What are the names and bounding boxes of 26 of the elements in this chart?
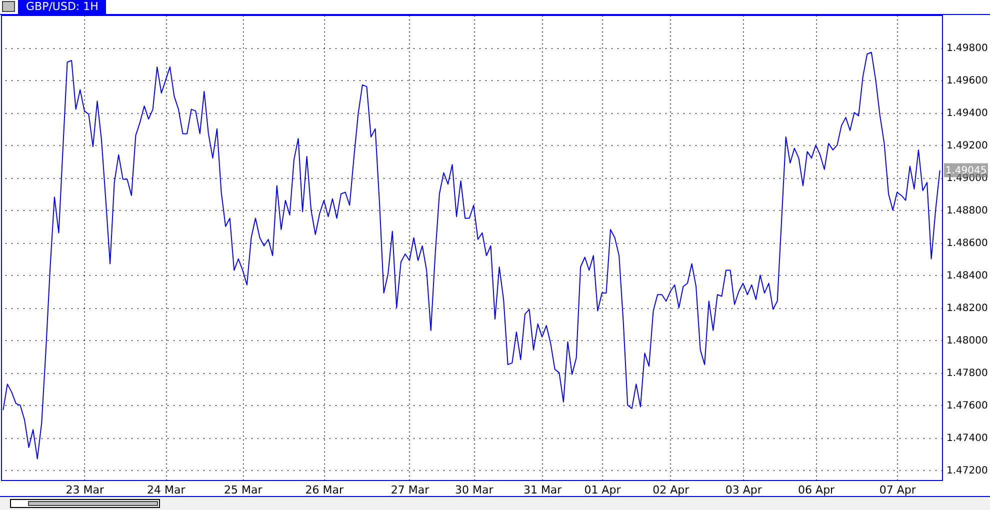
y-tick-label: 1.48400 (946, 270, 988, 282)
y-tick-label: 1.48600 (946, 238, 988, 250)
y-tick-label: 1.47800 (946, 368, 988, 380)
x-tick-label: 30 Mar (455, 484, 494, 496)
x-tick-label: 01 Apr (584, 484, 622, 496)
x-tick-label: 26 Mar (305, 484, 344, 496)
y-tick-label: 1.48800 (946, 206, 988, 217)
x-tick-label: 02 Apr (652, 484, 690, 496)
x-tick-label: 24 Mar (147, 484, 186, 496)
chart-title: GBP/USD: 1H (18, 0, 106, 14)
x-tick-label: 27 Mar (390, 484, 430, 496)
y-tick-label: 1.49200 (946, 140, 988, 152)
y-tick-label: 1.47600 (946, 400, 988, 412)
y-tick-label: 1.49800 (946, 43, 988, 54)
y-tick-label: 1.48000 (946, 336, 988, 347)
y-tick-label: 1.47200 (946, 466, 988, 477)
y-tick-label: 1.49400 (946, 108, 988, 120)
y-tick-label: 1.47400 (946, 433, 988, 444)
x-tick-label: 03 Apr (725, 484, 762, 496)
x-tick-label: 06 Apr (798, 484, 836, 496)
y-tick-label: 1.49600 (946, 76, 988, 87)
x-tick-label: 31 Mar (523, 484, 562, 496)
x-tick-label: 23 Mar (66, 484, 105, 496)
x-tick-label: 25 Mar (224, 484, 263, 496)
y-tick-label: 1.48200 (946, 303, 988, 314)
x-tick-label: 07 Apr (879, 484, 916, 496)
